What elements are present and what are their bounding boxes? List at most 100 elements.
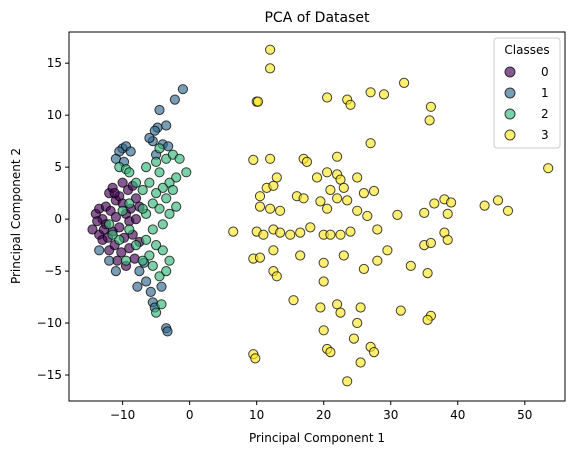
point-class-3-41 bbox=[362, 210, 373, 222]
point-class-3-43 bbox=[419, 207, 430, 218]
point-class-1-9 bbox=[163, 141, 174, 152]
point-class-3-76 bbox=[405, 260, 416, 271]
point-class-3-15 bbox=[301, 156, 312, 167]
point-class-3-33 bbox=[342, 195, 353, 206]
point-class-2-38 bbox=[117, 205, 128, 216]
legend-marker-2 bbox=[504, 108, 516, 120]
point-class-3-99 bbox=[355, 357, 366, 368]
legend-marker-3 bbox=[504, 129, 516, 141]
point-class-0-37 bbox=[92, 216, 103, 227]
point-class-2-39 bbox=[124, 198, 135, 209]
point-class-2-21 bbox=[141, 234, 152, 245]
legend-items: 0 1 2 3 bbox=[504, 65, 549, 142]
point-class-3-32 bbox=[332, 193, 343, 204]
legend-label-0: 0 bbox=[541, 65, 549, 79]
point-class-3-34 bbox=[358, 188, 369, 199]
y-tick-label-6: 15 bbox=[47, 56, 62, 70]
point-class-2-29 bbox=[164, 255, 175, 266]
point-class-2-46 bbox=[124, 167, 135, 178]
point-class-3-66 bbox=[372, 255, 383, 266]
point-class-2-45 bbox=[141, 162, 152, 173]
point-class-0-33 bbox=[130, 214, 142, 225]
chart-title: PCA of Dataset bbox=[264, 10, 370, 26]
point-class-3-90 bbox=[422, 314, 433, 325]
point-class-3-58 bbox=[295, 227, 306, 238]
x-axis-label: Principal Component 1 bbox=[249, 431, 385, 445]
point-class-3-83 bbox=[318, 276, 329, 287]
x-tick-label-3: 20 bbox=[316, 408, 331, 422]
point-class-3-51 bbox=[543, 163, 554, 174]
point-class-3-98 bbox=[368, 347, 380, 358]
point-class-2-44 bbox=[154, 143, 165, 154]
point-class-3-23 bbox=[365, 138, 376, 149]
point-class-3-61 bbox=[325, 229, 336, 240]
legend-label-2: 2 bbox=[541, 107, 549, 121]
point-class-2-8 bbox=[171, 172, 182, 183]
point-class-3-56 bbox=[275, 227, 286, 238]
point-class-3-11 bbox=[424, 115, 435, 126]
y-tick-label-2: −5 bbox=[44, 264, 62, 278]
point-class-3-62 bbox=[335, 229, 346, 240]
point-class-2-32 bbox=[124, 224, 135, 235]
point-class-2-24 bbox=[144, 250, 155, 261]
y-tick-label-0: −15 bbox=[37, 368, 62, 382]
point-class-3-0 bbox=[265, 44, 276, 55]
legend: Classes 0 1 2 3 bbox=[493, 37, 561, 149]
point-class-3-96 bbox=[348, 333, 359, 344]
point-class-3-18 bbox=[332, 151, 343, 162]
point-class-1-17 bbox=[94, 245, 105, 256]
point-class-2-34 bbox=[120, 255, 132, 266]
point-class-2-25 bbox=[137, 255, 148, 266]
point-class-2-12 bbox=[144, 177, 155, 188]
point-class-2-19 bbox=[157, 219, 168, 230]
point-class-3-69 bbox=[268, 245, 279, 256]
point-class-3-1 bbox=[265, 63, 276, 74]
point-class-1-19 bbox=[110, 266, 122, 277]
point-class-2-14 bbox=[147, 198, 158, 209]
point-class-3-54 bbox=[258, 229, 269, 240]
point-class-3-75 bbox=[358, 263, 369, 275]
point-class-3-4 bbox=[322, 92, 333, 103]
point-class-3-101 bbox=[315, 302, 326, 313]
ticks-layer: −10 0 10 20 30 40 50 −15 −10 −5 0 5 10 15 bbox=[37, 56, 533, 422]
point-class-2-20 bbox=[147, 224, 158, 235]
legend-box bbox=[493, 37, 561, 149]
point-class-0-0 bbox=[87, 224, 98, 235]
point-class-2-41 bbox=[137, 203, 148, 214]
point-class-1-22 bbox=[145, 286, 156, 297]
point-class-3-36 bbox=[254, 201, 266, 212]
legend-label-1: 1 bbox=[541, 86, 549, 100]
point-class-3-50 bbox=[502, 205, 514, 216]
point-class-2-37 bbox=[104, 219, 115, 230]
point-class-2-35 bbox=[114, 234, 125, 245]
x-tick-label-6: 50 bbox=[517, 408, 532, 422]
y-tick-label-1: −10 bbox=[37, 316, 62, 330]
point-class-3-6 bbox=[345, 99, 356, 110]
point-class-3-40 bbox=[352, 205, 363, 216]
point-class-1-20 bbox=[134, 266, 145, 277]
point-class-1-5 bbox=[149, 125, 160, 136]
point-class-3-95 bbox=[325, 347, 336, 358]
point-class-3-68 bbox=[254, 252, 266, 263]
point-class-2-16 bbox=[154, 203, 165, 214]
y-tick-label-5: 10 bbox=[47, 108, 62, 122]
point-class-3-27 bbox=[268, 180, 279, 191]
point-class-3-30 bbox=[315, 196, 326, 207]
point-class-2-28 bbox=[161, 266, 172, 277]
point-class-3-72 bbox=[295, 250, 306, 261]
point-class-2-30 bbox=[151, 307, 162, 318]
point-class-2-23 bbox=[157, 245, 168, 256]
point-class-0-21 bbox=[117, 177, 128, 188]
point-class-2-3 bbox=[154, 167, 165, 178]
y-tick-label-3: 0 bbox=[54, 212, 62, 226]
point-class-3-48 bbox=[479, 200, 490, 211]
point-class-1-26 bbox=[162, 326, 173, 337]
point-class-2-11 bbox=[151, 188, 162, 199]
point-class-3-79 bbox=[422, 268, 433, 279]
point-class-2-22 bbox=[151, 240, 162, 251]
point-class-2-18 bbox=[167, 184, 178, 196]
point-class-1-2 bbox=[154, 104, 165, 116]
point-class-3-9 bbox=[399, 77, 410, 89]
point-class-1-3 bbox=[161, 120, 172, 131]
